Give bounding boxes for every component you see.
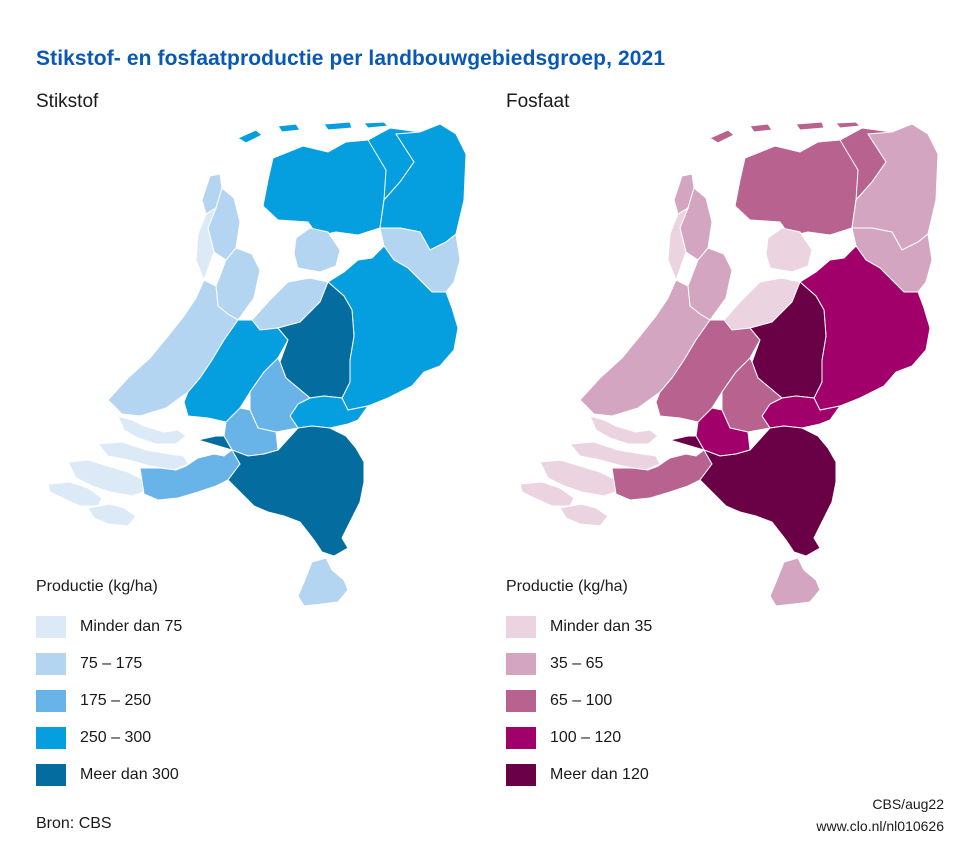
map-stikstof	[47, 121, 467, 607]
region-zuid-limburg	[769, 557, 821, 607]
legend-label: Minder dan 75	[80, 617, 183, 635]
legend-label: 65 – 100	[550, 691, 613, 709]
legend-item: 175 – 250	[36, 682, 366, 719]
legend-label: 35 – 65	[550, 654, 604, 672]
legend-swatch	[506, 689, 536, 712]
legend-label: 175 – 250	[80, 691, 152, 709]
map-fosfaat	[519, 121, 939, 607]
legend-swatch	[36, 615, 66, 638]
region-brabant-limburg	[669, 425, 837, 557]
legend-label: Minder dan 35	[550, 617, 653, 635]
legend-fosfaat: Productie (kg/ha) Minder dan 35 35 – 65 …	[506, 578, 836, 793]
legend-swatch	[36, 652, 66, 675]
map-stikstof-regions	[47, 121, 467, 607]
source-note: Bron: CBS	[36, 815, 112, 832]
legend-item: Minder dan 35	[506, 608, 836, 645]
credit-url: www.clo.nl/nl010626	[816, 818, 944, 834]
map-heading-fosfaat: Fosfaat	[506, 91, 570, 112]
legend-swatch	[36, 763, 66, 786]
region-noord-holland-west	[667, 206, 690, 282]
region-wadden	[708, 121, 862, 144]
legend-item: Meer dan 120	[506, 756, 836, 793]
map-fosfaat-regions	[519, 121, 939, 607]
legend-item: Minder dan 75	[36, 608, 366, 645]
credit-note: CBS/aug22 www.clo.nl/nl010626	[816, 793, 944, 837]
legend-swatch	[506, 615, 536, 638]
region-flevoland-noord	[293, 227, 341, 273]
legend-label: Meer dan 300	[80, 765, 179, 783]
legend-item: Meer dan 300	[36, 756, 366, 793]
region-zuid-holland	[579, 279, 711, 417]
legend-title-stikstof: Productie (kg/ha)	[36, 578, 158, 595]
legend-item: 75 – 175	[36, 645, 366, 682]
region-flevoland-noord	[765, 227, 813, 273]
legend-item: 250 – 300	[36, 719, 366, 756]
region-zuid-holland	[107, 279, 239, 417]
legend-label: 100 – 120	[550, 728, 622, 746]
legend-label: 250 – 300	[80, 728, 152, 746]
legend-stikstof: Productie (kg/ha) Minder dan 75 75 – 175…	[36, 578, 366, 793]
region-wadden	[236, 121, 390, 144]
legend-swatch	[36, 726, 66, 749]
legend-item: 65 – 100	[506, 682, 836, 719]
map-heading-stikstof: Stikstof	[36, 91, 99, 112]
chart-title: Stikstof- en fosfaatproductie per landbo…	[36, 47, 666, 70]
region-rivierengebied	[249, 357, 311, 433]
legend-swatch	[36, 689, 66, 712]
region-brabant-limburg	[197, 425, 365, 557]
legend-swatch	[506, 652, 536, 675]
legend-item: 35 – 65	[506, 645, 836, 682]
legend-label: Meer dan 120	[550, 765, 649, 783]
credit-line: CBS/aug22	[872, 796, 944, 812]
region-rivierengebied	[721, 357, 783, 433]
region-zuid-limburg	[297, 557, 349, 607]
region-noord-holland-west	[195, 206, 218, 282]
legend-title-fosfaat: Productie (kg/ha)	[506, 578, 628, 595]
legend-item: 100 – 120	[506, 719, 836, 756]
legend-swatch	[506, 726, 536, 749]
legend-swatch	[506, 763, 536, 786]
legend-label: 75 – 175	[80, 654, 143, 672]
